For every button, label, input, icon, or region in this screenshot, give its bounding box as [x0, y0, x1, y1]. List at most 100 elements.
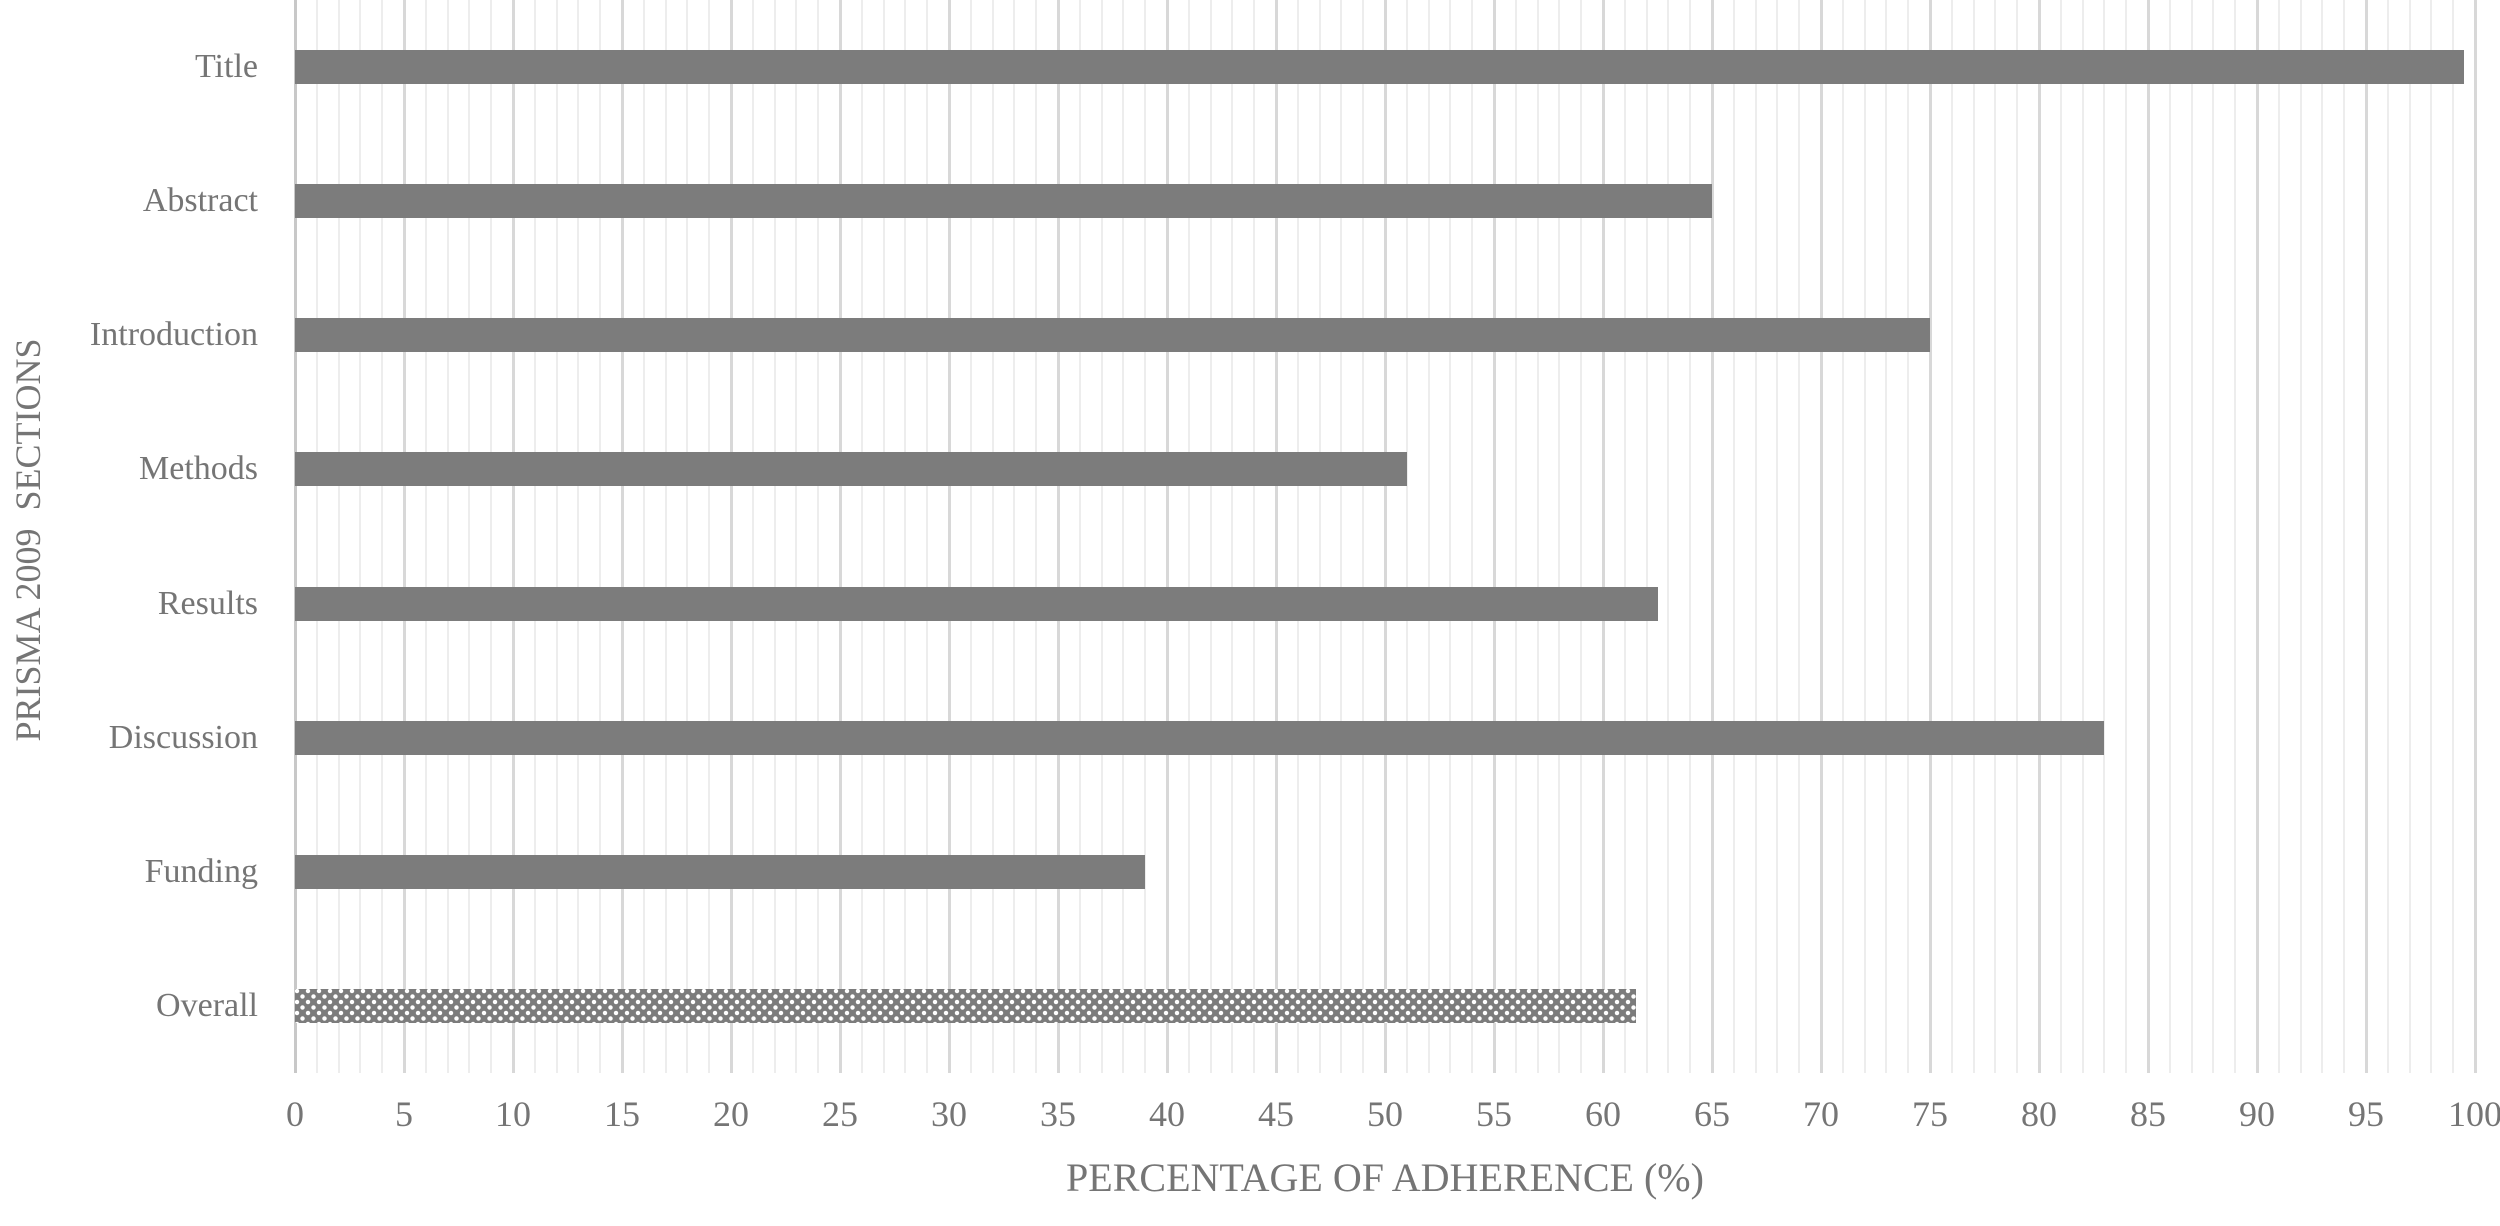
minor-gridline [577, 0, 580, 1073]
minor-gridline [2343, 0, 2346, 1073]
x-tick-label-55: 55 [1476, 1094, 1512, 1134]
category-label-funding: Funding [144, 852, 258, 890]
major-gridline [1710, 0, 1714, 1073]
minor-gridline [817, 0, 820, 1073]
minor-gridline [1558, 0, 1561, 1073]
category-label-abstract: Abstract [142, 182, 258, 220]
minor-gridline [2430, 0, 2433, 1073]
minor-gridline [969, 0, 972, 1073]
bar-methods [295, 452, 1407, 487]
minor-gridline [664, 0, 667, 1073]
x-tick-label-90: 90 [2239, 1094, 2275, 1134]
minor-gridline [599, 0, 602, 1073]
x-tick-label-10: 10 [495, 1094, 531, 1134]
category-label-methods: Methods [139, 450, 258, 488]
major-gridline [620, 0, 624, 1073]
x-tick-label-40: 40 [1149, 1094, 1185, 1134]
x-tick-label-30: 30 [931, 1094, 967, 1134]
minor-gridline [2081, 0, 2084, 1073]
major-gridline [2364, 0, 2368, 1073]
minor-gridline [2321, 0, 2324, 1073]
minor-gridline [490, 0, 493, 1073]
x-tick-label-80: 80 [2021, 1094, 2057, 1134]
minor-gridline [446, 0, 449, 1073]
minor-gridline [1209, 0, 1212, 1073]
major-gridline [2037, 0, 2041, 1073]
minor-gridline [1972, 0, 1975, 1073]
minor-gridline [1645, 0, 1648, 1073]
minor-gridline [337, 0, 340, 1073]
minor-gridline [1841, 0, 1844, 1073]
major-gridline [1383, 0, 1387, 1073]
minor-gridline [381, 0, 384, 1073]
x-tick-label-5: 5 [395, 1094, 413, 1134]
category-label-title: Title [194, 48, 258, 86]
x-tick-label-85: 85 [2130, 1094, 2166, 1134]
bar-introduction [295, 318, 1930, 353]
minor-gridline [1013, 0, 1016, 1073]
minor-gridline [1776, 0, 1779, 1073]
major-gridline [2146, 0, 2150, 1073]
minor-gridline [926, 0, 929, 1073]
minor-gridline [1580, 0, 1583, 1073]
major-gridline [402, 0, 406, 1073]
minor-gridline [424, 0, 427, 1073]
minor-gridline [555, 0, 558, 1073]
minor-gridline [1885, 0, 1888, 1073]
minor-gridline [2299, 0, 2302, 1073]
minor-gridline [751, 0, 754, 1073]
minor-gridline [1296, 0, 1299, 1073]
minor-gridline [1405, 0, 1408, 1073]
minor-gridline [1514, 0, 1517, 1073]
bar-overall [295, 988, 1636, 1023]
major-gridline [1274, 0, 1278, 1073]
minor-gridline [2059, 0, 2062, 1073]
minor-gridline [1078, 0, 1081, 1073]
category-label-introduction: Introduction [89, 316, 258, 354]
category-label-discussion: Discussion [108, 718, 258, 756]
minor-gridline [1100, 0, 1103, 1073]
minor-gridline [1754, 0, 1757, 1073]
x-tick-label-100: 100 [2448, 1094, 2500, 1134]
major-gridline [2255, 0, 2259, 1073]
x-tick-label-60: 60 [1585, 1094, 1621, 1134]
minor-gridline [1994, 0, 1997, 1073]
minor-gridline [991, 0, 994, 1073]
y-axis-title: PRISMA 2009 SECTIONS [8, 338, 48, 742]
minor-gridline [1798, 0, 1801, 1073]
major-gridline [1601, 0, 1605, 1073]
minor-gridline [2103, 0, 2106, 1073]
minor-gridline [1340, 0, 1343, 1073]
value-axis-line [293, 0, 297, 1073]
minor-gridline [1689, 0, 1692, 1073]
bar-abstract [295, 184, 1712, 219]
minor-gridline [1144, 0, 1147, 1073]
x-tick-label-25: 25 [822, 1094, 858, 1134]
major-gridline [2473, 0, 2477, 1073]
minor-gridline [2386, 0, 2389, 1073]
minor-gridline [2277, 0, 2280, 1073]
minor-gridline [2452, 0, 2455, 1073]
minor-gridline [860, 0, 863, 1073]
minor-gridline [1907, 0, 1910, 1073]
x-axis-title: PERCENTAGE OF ADHERENCE (%) [1066, 1155, 1704, 1200]
minor-gridline [2190, 0, 2193, 1073]
category-label-results: Results [157, 584, 258, 622]
major-gridline [1819, 0, 1823, 1073]
x-tick-label-0: 0 [286, 1094, 304, 1134]
x-tick-label-70: 70 [1803, 1094, 1839, 1134]
x-tick-label-20: 20 [713, 1094, 749, 1134]
category-label-overall: Overall [156, 986, 258, 1024]
x-tick-label-65: 65 [1694, 1094, 1730, 1134]
minor-gridline [1863, 0, 1866, 1073]
minor-gridline [2016, 0, 2019, 1073]
minor-gridline [1732, 0, 1735, 1073]
x-tick-label-45: 45 [1258, 1094, 1294, 1134]
minor-gridline [1187, 0, 1190, 1073]
minor-gridline [904, 0, 907, 1073]
major-gridline [838, 0, 842, 1073]
minor-gridline [1253, 0, 1256, 1073]
major-gridline [947, 0, 951, 1073]
minor-gridline [1035, 0, 1038, 1073]
